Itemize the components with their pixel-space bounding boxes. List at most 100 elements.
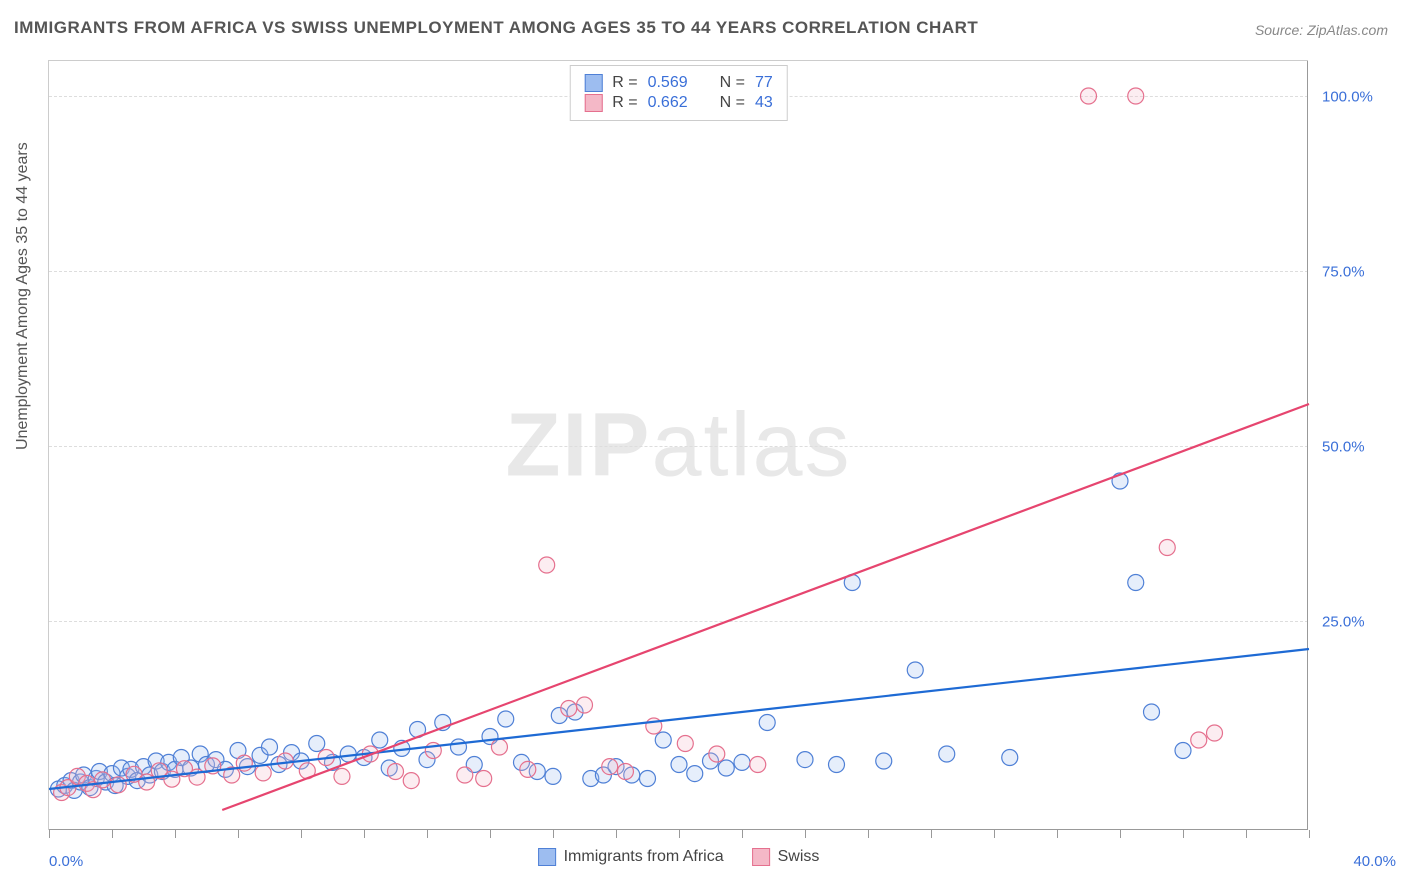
legend-r-swiss: 0.662 [648, 94, 688, 112]
scatter-point-africa [829, 757, 845, 773]
series-legend-label-africa: Immigrants from Africa [564, 848, 724, 866]
scatter-point-swiss [750, 757, 766, 773]
scatter-point-swiss [677, 736, 693, 752]
scatter-point-swiss [334, 768, 350, 784]
correlation-legend-row-swiss: R = 0.662 N = 43 [584, 94, 773, 112]
x-tick [49, 830, 50, 838]
scatter-point-africa [640, 771, 656, 787]
scatter-point-swiss [577, 697, 593, 713]
scatter-point-africa [498, 711, 514, 727]
scatter-point-swiss [110, 777, 126, 793]
scatter-point-swiss [561, 701, 577, 717]
x-tick-label-min: 0.0% [49, 853, 83, 870]
legend-n-swiss: 43 [755, 94, 773, 112]
y-tick-label: 50.0% [1322, 439, 1392, 456]
trendline-swiss [222, 404, 1309, 810]
x-tick [931, 830, 932, 838]
x-tick [805, 830, 806, 838]
scatter-point-africa [262, 739, 278, 755]
x-tick [1057, 830, 1058, 838]
x-tick [868, 830, 869, 838]
scatter-point-swiss [139, 774, 155, 790]
scatter-point-swiss [1159, 540, 1175, 556]
scatter-point-swiss [277, 753, 293, 769]
scatter-point-africa [876, 753, 892, 769]
scatter-point-africa [1144, 704, 1160, 720]
scatter-point-swiss [95, 772, 111, 788]
scatter-point-africa [340, 746, 356, 762]
series-legend-item-africa: Immigrants from Africa [538, 848, 724, 866]
swatch-africa [584, 74, 602, 92]
scatter-point-africa [907, 662, 923, 678]
x-tick [112, 830, 113, 838]
scatter-point-africa [671, 757, 687, 773]
scatter-point-africa [372, 732, 388, 748]
x-tick [364, 830, 365, 838]
swatch-africa-icon [538, 848, 556, 866]
scatter-point-africa [309, 736, 325, 752]
correlation-legend-row-africa: R = 0.569 N = 77 [584, 74, 773, 92]
plot-area: ZIPatlas 25.0%50.0%75.0%100.0% 0.0% 40.0… [48, 60, 1308, 830]
legend-r-label: R = [612, 94, 637, 112]
scatter-point-africa [451, 739, 467, 755]
x-tick [175, 830, 176, 838]
scatter-point-swiss [539, 557, 555, 573]
scatter-point-swiss [709, 746, 725, 762]
x-tick [238, 830, 239, 838]
scatter-point-swiss [388, 764, 404, 780]
scatter-point-swiss [457, 767, 473, 783]
scatter-point-swiss [491, 739, 507, 755]
swatch-swiss-icon [752, 848, 770, 866]
scatter-point-africa [718, 760, 734, 776]
scatter-point-africa [655, 732, 671, 748]
x-tick [1309, 830, 1310, 838]
x-tick [553, 830, 554, 838]
scatter-point-swiss [602, 759, 618, 775]
legend-n-africa: 77 [755, 74, 773, 92]
x-tick [427, 830, 428, 838]
scatter-point-africa [759, 715, 775, 731]
legend-n-label: N = [720, 94, 745, 112]
correlation-legend: R = 0.569 N = 77 R = 0.662 N = 43 [569, 65, 788, 121]
scatter-point-swiss [1128, 88, 1144, 104]
y-tick-label: 25.0% [1322, 614, 1392, 631]
x-tick [301, 830, 302, 838]
x-tick-label-max: 40.0% [1353, 853, 1396, 870]
y-tick-label: 75.0% [1322, 264, 1392, 281]
x-tick [1120, 830, 1121, 838]
x-tick [994, 830, 995, 838]
legend-n-label: N = [720, 74, 745, 92]
source-attribution: Source: ZipAtlas.com [1255, 22, 1388, 38]
scatter-point-swiss [520, 761, 536, 777]
x-tick [1246, 830, 1247, 838]
swatch-swiss [584, 94, 602, 112]
legend-r-label: R = [612, 74, 637, 92]
legend-r-africa: 0.569 [648, 74, 688, 92]
x-tick [1183, 830, 1184, 838]
y-tick-label: 100.0% [1322, 89, 1392, 106]
scatter-point-africa [1128, 575, 1144, 591]
series-legend: Immigrants from Africa Swiss [538, 848, 820, 866]
x-tick [742, 830, 743, 838]
scatter-point-africa [687, 766, 703, 782]
scatter-point-africa [545, 768, 561, 784]
chart-svg [49, 61, 1308, 830]
scatter-point-swiss [476, 771, 492, 787]
x-tick [679, 830, 680, 838]
y-axis-label: Unemployment Among Ages 35 to 44 years [14, 142, 32, 450]
scatter-point-swiss [1191, 732, 1207, 748]
scatter-point-africa [734, 754, 750, 770]
scatter-point-swiss [255, 765, 271, 781]
scatter-point-africa [797, 752, 813, 768]
scatter-point-africa [939, 746, 955, 762]
scatter-point-swiss [1207, 725, 1223, 741]
scatter-point-africa [1175, 743, 1191, 759]
scatter-point-swiss [403, 773, 419, 789]
x-tick [616, 830, 617, 838]
x-tick [490, 830, 491, 838]
scatter-point-africa [1002, 750, 1018, 766]
scatter-point-swiss [1081, 88, 1097, 104]
page-title: IMMIGRANTS FROM AFRICA VS SWISS UNEMPLOY… [14, 18, 978, 38]
scatter-point-swiss [617, 764, 633, 780]
series-legend-item-swiss: Swiss [752, 848, 820, 866]
